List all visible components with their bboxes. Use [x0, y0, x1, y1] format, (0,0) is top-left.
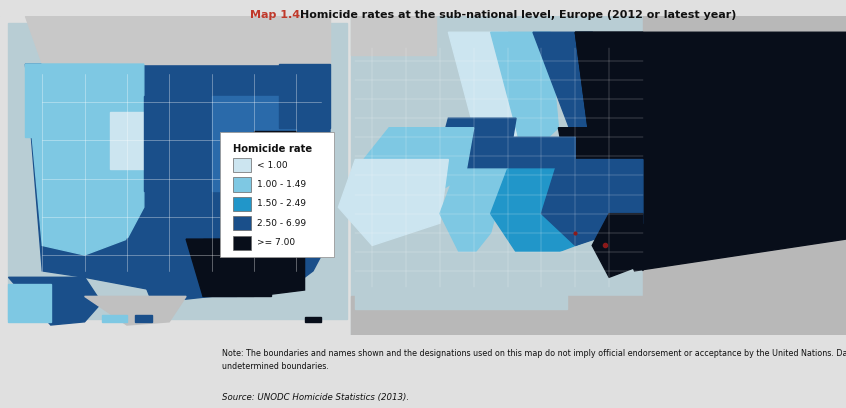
Bar	[135, 315, 152, 322]
Text: Note: The boundaries and names shown and the designations used on this map do no: Note: The boundaries and names shown and…	[222, 349, 846, 371]
Text: Homicide rates at the sub-national level, Europe (2012 or latest year): Homicide rates at the sub-national level…	[300, 10, 737, 20]
Text: Source: UNODC Homicide Statistics (2013).: Source: UNODC Homicide Statistics (2013)…	[222, 393, 409, 402]
Bar	[25, 64, 110, 137]
Polygon shape	[338, 160, 448, 246]
Text: 1.50 - 2.49: 1.50 - 2.49	[257, 200, 306, 208]
Polygon shape	[25, 64, 144, 255]
Bar	[203, 239, 271, 296]
FancyBboxPatch shape	[220, 133, 334, 257]
Polygon shape	[364, 128, 474, 201]
Polygon shape	[558, 128, 609, 175]
Text: 1.00 - 1.49: 1.00 - 1.49	[257, 180, 306, 189]
Text: 2.50 - 6.99: 2.50 - 6.99	[257, 219, 306, 228]
Text: Map 1.4:: Map 1.4:	[250, 10, 305, 20]
Bar	[102, 315, 127, 322]
Bar	[355, 252, 567, 309]
Polygon shape	[448, 32, 525, 160]
Bar	[279, 64, 330, 128]
Polygon shape	[25, 16, 330, 64]
Bar	[0, 16, 351, 335]
Polygon shape	[186, 239, 305, 296]
Polygon shape	[575, 32, 643, 271]
Polygon shape	[592, 214, 643, 277]
Polygon shape	[440, 169, 508, 264]
Bar	[8, 284, 51, 322]
Polygon shape	[8, 277, 102, 325]
Bar	[144, 96, 228, 191]
Bar	[643, 16, 846, 335]
Polygon shape	[127, 239, 212, 303]
Polygon shape	[25, 64, 330, 296]
Polygon shape	[85, 296, 186, 325]
Bar	[212, 96, 296, 191]
Bar	[351, 16, 436, 55]
Polygon shape	[491, 169, 592, 264]
Polygon shape	[499, 137, 575, 188]
Bar	[233, 235, 251, 250]
Polygon shape	[541, 160, 643, 246]
Bar	[351, 296, 643, 335]
Bar	[110, 112, 161, 169]
Text: >= 7.00: >= 7.00	[257, 238, 295, 247]
Bar	[233, 197, 251, 211]
Text: < 1.00: < 1.00	[257, 161, 288, 170]
Bar	[305, 317, 321, 322]
Text: Homicide rate: Homicide rate	[233, 144, 312, 154]
Bar	[8, 23, 347, 319]
Polygon shape	[575, 32, 846, 271]
Bar	[233, 216, 251, 231]
Polygon shape	[440, 118, 516, 182]
Bar	[233, 158, 251, 172]
Bar	[351, 16, 846, 335]
Bar	[233, 177, 251, 192]
Bar	[254, 131, 296, 169]
Polygon shape	[533, 32, 609, 144]
Polygon shape	[491, 32, 558, 160]
